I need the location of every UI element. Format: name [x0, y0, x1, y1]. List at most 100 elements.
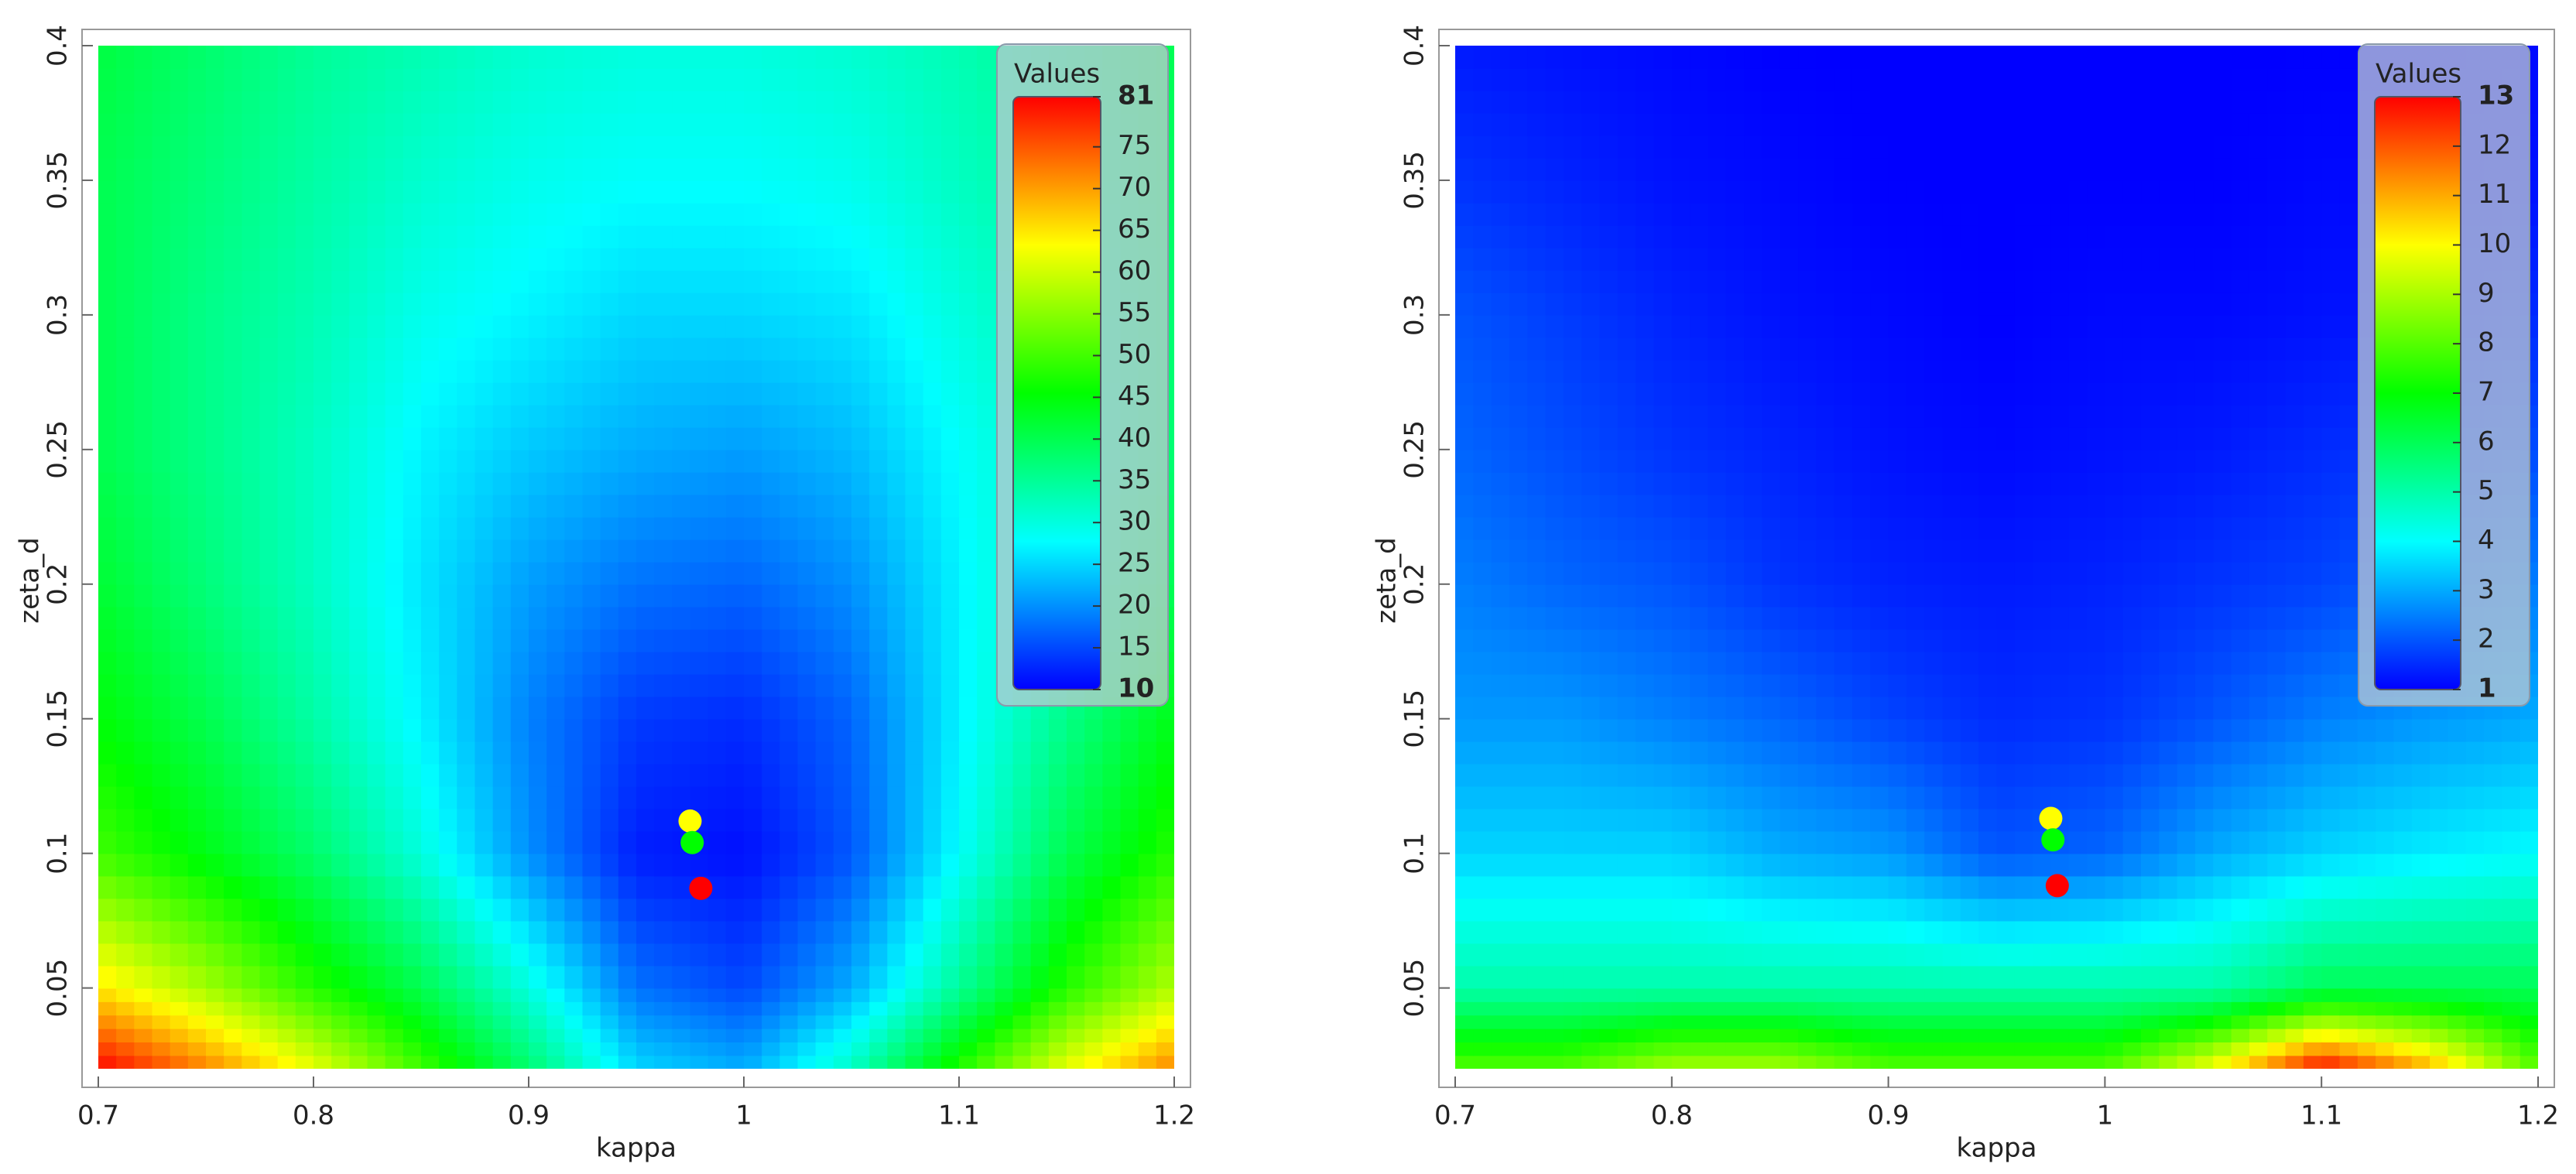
heat-cell [1102, 943, 1122, 967]
heat-cell [439, 292, 458, 316]
heat-cell [618, 718, 637, 742]
heat-cell [2068, 516, 2088, 540]
heat-cell [2285, 763, 2304, 787]
heat-cell [2014, 853, 2033, 877]
heat-cell [1084, 987, 1104, 1002]
heat-cell [1888, 763, 1907, 787]
heat-cell [959, 628, 978, 652]
heat-cell [546, 875, 566, 899]
heat-cell [564, 1001, 584, 1016]
heat-cell [1545, 539, 1564, 563]
heat-cell [618, 202, 637, 226]
heat-cell [2339, 965, 2358, 989]
heat-cell [367, 1055, 386, 1069]
heat-cell [1545, 898, 1564, 922]
heat-cell [295, 830, 314, 854]
heat-cell [923, 516, 942, 540]
heat-cell [1545, 920, 1564, 944]
heat-cell [116, 1028, 135, 1043]
heat-cell [1725, 808, 1745, 832]
heat-cell [170, 808, 189, 832]
heat-cell [1852, 965, 1872, 989]
heat-cell [402, 718, 422, 742]
heat-cell [116, 1001, 135, 1016]
heat-cell [1708, 606, 1727, 630]
heat-cell [474, 741, 494, 765]
heat-cell [2321, 965, 2341, 989]
heat-cell [762, 1001, 781, 1016]
heat-cell [940, 1001, 960, 1016]
heat-cell [277, 539, 296, 563]
heat-cell [833, 382, 852, 406]
heat-cell [977, 965, 996, 989]
heat-cell [2267, 673, 2287, 697]
heat-cell [959, 1015, 978, 1029]
heat-cell [1067, 1001, 1085, 1016]
heat-cell [2465, 1015, 2485, 1029]
heat-cell [1798, 494, 1817, 518]
heat-cell [2141, 741, 2160, 765]
heat-cell [1888, 786, 1907, 809]
heat-cell [1744, 987, 1763, 1002]
heat-cell [672, 561, 691, 585]
heat-cell [1067, 1028, 1085, 1043]
heat-cell [367, 606, 386, 630]
heat-cell [1599, 494, 1619, 518]
heat-cell [295, 920, 314, 944]
heat-cell [224, 67, 243, 91]
heat-cell [1581, 606, 1601, 630]
heat-cell [2177, 1028, 2196, 1043]
heat-cell [98, 404, 117, 428]
heat-cell [869, 539, 889, 563]
heat-cell [2267, 1028, 2287, 1043]
heat-cell [851, 830, 870, 854]
heat-cell [654, 90, 673, 114]
heat-cell [2087, 987, 2106, 1002]
heat-cell [905, 1028, 924, 1043]
heat-cell [940, 202, 960, 226]
heat-cell [654, 539, 673, 563]
heat-cell [1798, 651, 1817, 675]
heat-cell [1725, 763, 1745, 787]
heat-cell [1527, 471, 1547, 495]
heat-cell [905, 786, 924, 809]
heat-cell [295, 763, 314, 787]
heat-cell [815, 269, 834, 293]
heat-cell [2105, 830, 2124, 854]
heat-cell [1455, 449, 1475, 473]
heat-cell [224, 561, 243, 585]
heat-cell [940, 561, 960, 585]
heat-cell [277, 449, 296, 473]
heat-cell [134, 202, 153, 226]
heat-cell [1491, 314, 1510, 338]
heat-cell [2430, 987, 2449, 1002]
heat-cell [2141, 471, 2160, 495]
heat-cell [134, 830, 153, 854]
heat-cell [1852, 808, 1872, 832]
heat-cell [331, 696, 351, 720]
heat-cell [402, 46, 422, 69]
heat-cell [206, 46, 224, 69]
heat-cell [1617, 494, 1636, 518]
heat-cell [2159, 943, 2178, 967]
heat-cell [1012, 763, 1032, 787]
heat-cell [2068, 898, 2088, 922]
heat-cell [940, 112, 960, 136]
heat-cell [492, 830, 512, 854]
heat-cell [546, 651, 566, 675]
heat-cell [618, 1015, 637, 1029]
heat-cell [421, 943, 440, 967]
heat-cell [2502, 808, 2521, 832]
heat-cell [2448, 718, 2467, 742]
heat-cell [636, 875, 655, 899]
heat-cell [529, 494, 547, 518]
heat-cell [1708, 808, 1727, 832]
heat-cell [529, 830, 547, 854]
heat-cell [2213, 1028, 2232, 1043]
heat-cell [224, 718, 243, 742]
heat-cell [923, 561, 942, 585]
heat-cell [2430, 1001, 2449, 1016]
heat-cell [1798, 516, 1817, 540]
heat-cell [833, 965, 852, 989]
heat-cell [2231, 651, 2250, 675]
